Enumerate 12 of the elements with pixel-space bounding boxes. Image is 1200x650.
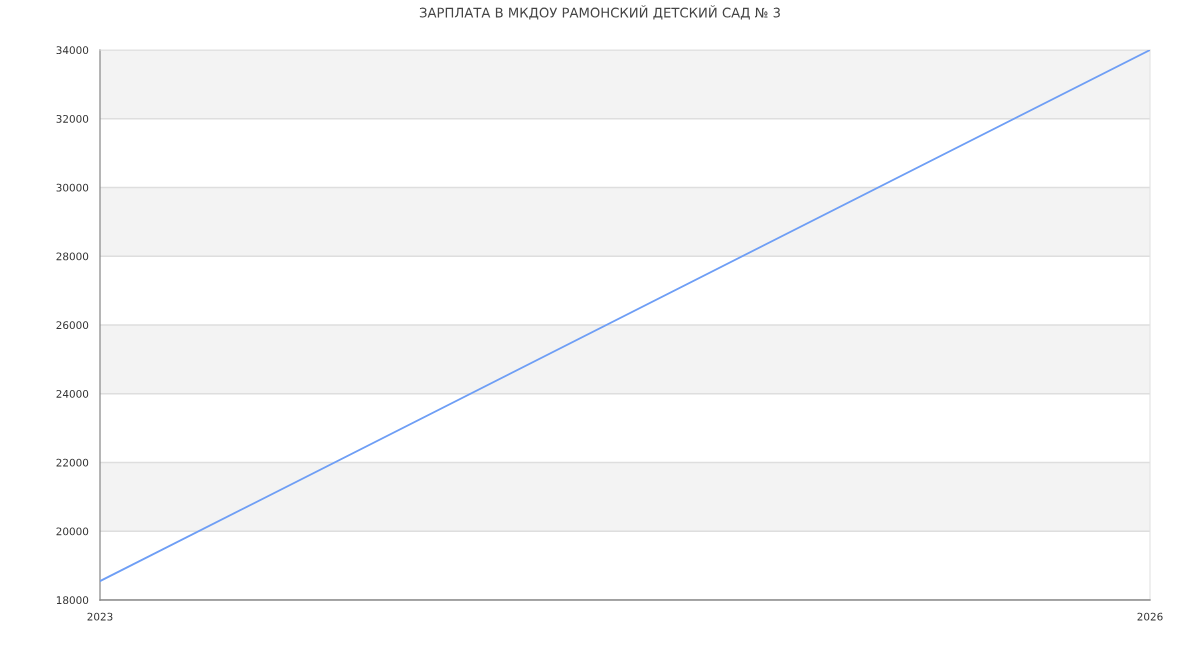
chart-title: ЗАРПЛАТА В МКДОУ РАМОНСКИЙ ДЕТСКИЙ САД № 3 — [419, 5, 780, 20]
y-tick-label: 24000 — [56, 389, 89, 398]
y-tick-label: 28000 — [56, 252, 89, 261]
y-tick-label: 34000 — [56, 46, 89, 55]
x-tick-label: 2026 — [1137, 612, 1163, 621]
y-tick-label: 20000 — [56, 527, 89, 536]
y-tick-label: 30000 — [56, 183, 89, 192]
y-tick-label: 22000 — [56, 458, 89, 467]
y-tick-label: 26000 — [56, 321, 89, 330]
y-tick-label: 32000 — [56, 114, 89, 123]
x-tick-label: 2023 — [87, 612, 113, 621]
y-tick-label: 18000 — [56, 596, 89, 605]
